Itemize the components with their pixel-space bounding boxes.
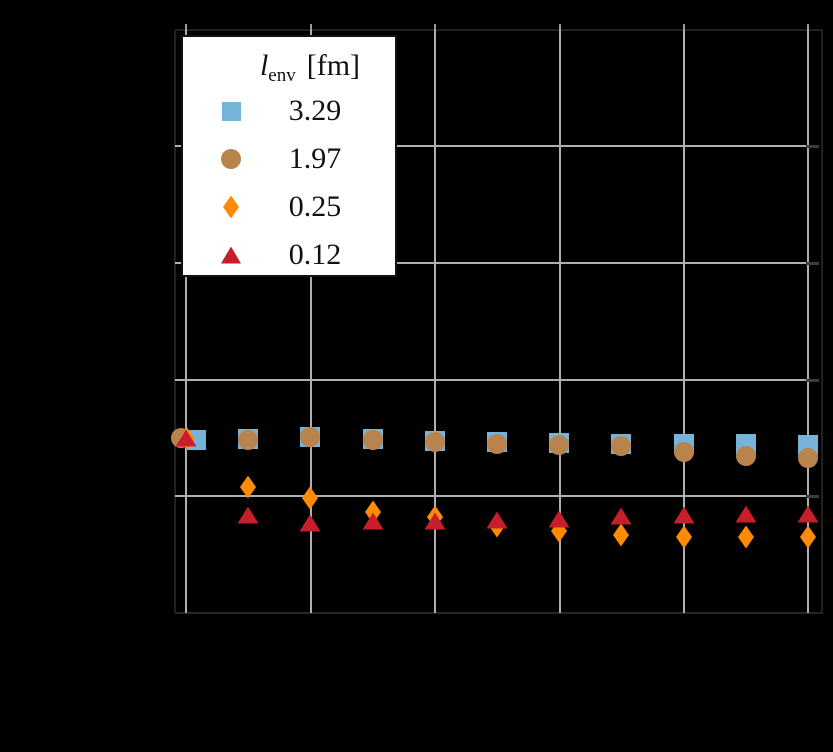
y-tick-mark [806,494,819,498]
legend-entry: 1.97 [183,135,395,183]
data-point-circle [238,430,258,450]
data-point-diamond [738,525,754,549]
x-tick-mark [683,24,685,30]
data-point-circle [300,427,320,447]
data-point-triangle [735,505,757,523]
data-point-triangle [299,514,321,532]
right-spine [821,30,823,613]
data-point-triangle [237,506,259,524]
data-point-triangle [610,507,632,525]
legend-marker-cell [220,195,242,219]
data-point-diamond [240,475,256,499]
left-spine [174,30,176,613]
vertical-gridline [310,30,312,613]
top-spine [175,29,823,31]
legend-title: lenv [fm] [183,45,395,87]
square-marker-icon [221,101,241,121]
data-point-triangle [673,506,695,524]
data-point-triangle [362,512,384,530]
legend-entry: 0.12 [183,231,395,279]
vertical-gridline [434,30,436,613]
legend-title-subscript: env [268,65,296,86]
vertical-gridline [559,30,561,613]
triangle-marker-icon [221,246,241,264]
data-point-diamond [676,525,692,549]
y-tick-mark [806,144,819,148]
data-point-triangle [424,512,446,530]
data-point-circle [798,448,818,468]
diamond-marker-icon [223,195,239,219]
data-point-diamond [800,525,816,549]
vertical-gridline [683,30,685,613]
legend-marker-cell [220,246,242,264]
legend-entry: 0.25 [183,183,395,231]
x-tick-mark [434,24,436,30]
legend-title-unit: [fm] [306,49,361,82]
circle-marker-icon [221,149,241,169]
data-point-diamond [365,500,381,524]
legend-entry-label: 1.97 [288,142,342,175]
legend-marker-cell [220,149,242,169]
horizontal-gridline [175,145,818,147]
x-tick-mark [310,24,312,30]
data-point-triangle [486,511,508,529]
data-point-circle [549,435,569,455]
data-point-diamond [302,486,318,510]
legend-title-symbol: l [259,49,269,82]
legend-box: lenv [fm] 3.29 1.97 0.25 0.12 [181,35,397,277]
data-point-circle [363,430,383,450]
data-point-circle [736,446,756,466]
vertical-gridline [185,30,187,613]
legend-marker-cell [220,101,242,121]
y-tick-mark [806,261,819,265]
x-tick-mark [185,24,187,30]
legend-entry: 3.29 [183,87,395,135]
x-tick-mark [559,24,561,30]
legend-entry-label: 0.12 [288,238,342,271]
legend-entry-label: 3.29 [288,94,342,127]
bottom-spine [175,612,823,614]
data-point-circle [487,434,507,454]
legend-entries: 3.29 1.97 0.25 0.12 [183,87,395,279]
data-point-triangle [548,510,570,528]
legend-entry-label: 0.25 [288,190,342,223]
y-tick-mark [806,378,819,382]
horizontal-gridline [175,495,818,497]
data-point-circle [425,432,445,452]
data-point-circle [674,442,694,462]
data-point-circle [611,436,631,456]
x-tick-mark [807,24,809,30]
data-point-diamond [613,523,629,547]
data-point-triangle [797,505,819,523]
horizontal-gridline [175,379,818,381]
horizontal-gridline [175,262,818,264]
vertical-gridline [807,30,809,613]
